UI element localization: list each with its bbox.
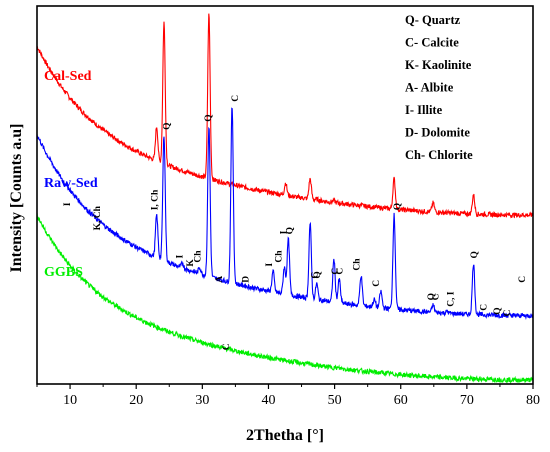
x-tick-label: 50 bbox=[328, 393, 342, 408]
legend-entry: D- Dolomite bbox=[405, 126, 470, 140]
series-line-raw-sed bbox=[36, 107, 534, 320]
peak-label: I bbox=[265, 263, 275, 267]
peak-label: K bbox=[186, 259, 196, 267]
legend: Q- Quartz C- Calcite K- Kaolinite A- Albite… bbox=[405, 13, 473, 162]
series-labels: Cal-Sed Raw-Sed GGBS bbox=[44, 69, 98, 280]
peak-label: D bbox=[242, 276, 252, 283]
peak-label: Q bbox=[470, 251, 480, 258]
series-layer bbox=[36, 13, 534, 385]
series-label-ggbs: GGBS bbox=[44, 265, 83, 280]
x-tick-label: 40 bbox=[261, 393, 275, 408]
x-tick-label: 70 bbox=[460, 393, 474, 408]
x-tick-label: 20 bbox=[129, 393, 143, 408]
peak-label: Q bbox=[393, 203, 403, 210]
peak-label: I bbox=[176, 255, 186, 259]
peak-label: K, Ch bbox=[93, 205, 103, 230]
legend-entry: A- Albite bbox=[405, 81, 454, 95]
legend-entry: C- Calcite bbox=[405, 36, 459, 50]
peak-label: Q bbox=[204, 114, 214, 121]
peak-label: A bbox=[215, 276, 225, 283]
series-label-cal-sed: Cal-Sed bbox=[44, 69, 92, 84]
peak-label: C bbox=[231, 95, 241, 102]
peak-label: Q bbox=[313, 271, 323, 278]
peak-label: C bbox=[336, 268, 346, 275]
series-line-cal-sed bbox=[36, 13, 534, 219]
x-tick-label: 80 bbox=[526, 393, 540, 408]
legend-entry: Ch- Chlorite bbox=[405, 148, 473, 162]
peak-label: C bbox=[222, 343, 232, 350]
peak-label: C bbox=[331, 268, 341, 275]
peak-label: Q bbox=[285, 227, 295, 234]
peak-label: C bbox=[372, 280, 382, 287]
y-axis-title: Intensity [Counts a.u] bbox=[8, 124, 25, 273]
peak-label: I bbox=[63, 202, 73, 206]
peak-label: I, Ch bbox=[150, 189, 160, 210]
peak-label: C bbox=[503, 309, 513, 316]
peak-label: Ch bbox=[353, 258, 363, 271]
peak-label: Q bbox=[493, 307, 503, 314]
series-label-raw-sed: Raw-Sed bbox=[44, 176, 98, 191]
peak-label: Ch bbox=[275, 250, 285, 263]
peak-label: C bbox=[518, 276, 528, 283]
legend-entry: Q- Quartz bbox=[405, 13, 461, 27]
peak-label: I bbox=[279, 230, 289, 234]
legend-entry: I- Illite bbox=[405, 103, 443, 117]
x-tick-label: 60 bbox=[394, 393, 408, 408]
plot-frame bbox=[36, 5, 534, 385]
x-tick-label: 30 bbox=[195, 393, 209, 408]
peak-label: C bbox=[431, 293, 441, 300]
peak-label: C bbox=[480, 304, 490, 311]
x-axis-title: 2Thetha [°] bbox=[246, 427, 324, 444]
peak-label: C bbox=[310, 272, 320, 279]
peak-label: Q bbox=[427, 293, 437, 300]
legend-entry: K- Kaolinite bbox=[405, 58, 472, 72]
x-axis-ticks: 10 20 30 40 50 60 70 80 bbox=[36, 384, 540, 408]
peak-label: C, I bbox=[447, 291, 457, 307]
series-line-ggbs bbox=[36, 212, 534, 385]
x-tick-label: 10 bbox=[63, 393, 77, 408]
peak-label: Ch bbox=[193, 250, 203, 263]
peak-label: Q bbox=[162, 123, 172, 130]
